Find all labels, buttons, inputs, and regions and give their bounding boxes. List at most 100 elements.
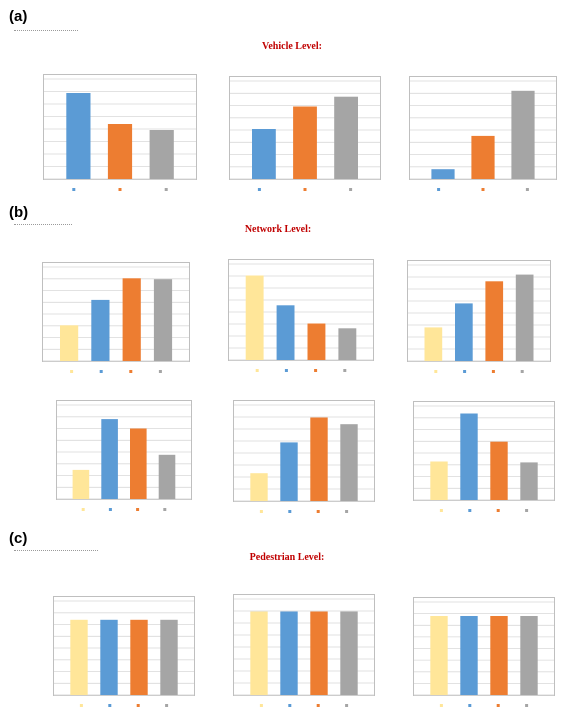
bar-yellow bbox=[430, 616, 448, 695]
legend-marker-blue bbox=[468, 509, 472, 512]
pedestrian-chart-2 bbox=[233, 594, 375, 707]
legend-marker-orange bbox=[496, 509, 500, 512]
bar-gray bbox=[149, 130, 174, 179]
legend-marker-orange bbox=[316, 510, 320, 513]
bar-blue bbox=[101, 419, 118, 499]
legend-marker-orange bbox=[303, 188, 307, 191]
legend-marker-gray bbox=[525, 188, 529, 191]
legend-marker-orange bbox=[136, 508, 140, 511]
legend-marker-yellow bbox=[70, 370, 74, 373]
legend-marker-yellow bbox=[79, 704, 83, 707]
bar-blue bbox=[431, 169, 455, 179]
legend-marker-orange bbox=[481, 188, 485, 191]
legend-marker-orange bbox=[136, 704, 140, 707]
bar-blue bbox=[100, 619, 118, 695]
network-level-title: Network Level: bbox=[244, 224, 312, 235]
legend-marker-blue bbox=[257, 188, 261, 191]
legend-marker-gray bbox=[163, 508, 167, 511]
bar-gray bbox=[334, 96, 358, 179]
legend-marker-blue bbox=[288, 510, 292, 513]
bar-blue bbox=[280, 611, 298, 695]
bar-gray bbox=[511, 90, 535, 179]
bar-gray bbox=[520, 616, 538, 695]
panel-label-b: (b) bbox=[9, 204, 29, 221]
bar-blue bbox=[252, 129, 276, 179]
bar-orange bbox=[490, 441, 508, 500]
network-chart-6 bbox=[413, 401, 555, 512]
legend-marker-yellow bbox=[259, 704, 263, 707]
legend-marker-gray bbox=[165, 704, 169, 707]
legend-marker-blue bbox=[468, 704, 472, 707]
network-chart-3 bbox=[407, 260, 551, 373]
legend-marker-gray bbox=[343, 369, 347, 372]
vehicle-chart-3 bbox=[409, 76, 557, 191]
bar-orange bbox=[293, 106, 317, 179]
legend-marker-gray bbox=[349, 188, 353, 191]
bar-yellow bbox=[245, 275, 264, 360]
legend-marker-orange bbox=[316, 704, 320, 707]
legend-marker-orange bbox=[314, 369, 318, 372]
legend-marker-gray bbox=[164, 188, 168, 191]
legend-marker-blue bbox=[463, 370, 467, 373]
bar-orange bbox=[107, 124, 133, 179]
bar-yellow bbox=[72, 469, 90, 499]
bar-blue bbox=[460, 413, 478, 500]
bar-orange bbox=[122, 278, 141, 361]
legend-marker-blue bbox=[108, 508, 112, 511]
bar-orange bbox=[310, 417, 328, 501]
bar-orange bbox=[485, 281, 504, 361]
bar-blue bbox=[455, 303, 473, 361]
vehicle-chart-2 bbox=[229, 76, 381, 191]
legend-marker-gray bbox=[158, 370, 162, 373]
vehicle-level-title: Vehicle Level: bbox=[262, 41, 322, 52]
bar-blue bbox=[66, 93, 91, 179]
legend-marker-blue bbox=[284, 369, 288, 372]
bar-yellow bbox=[424, 327, 443, 361]
legend-marker-yellow bbox=[81, 508, 85, 511]
legend-marker-gray bbox=[525, 509, 529, 512]
bar-orange bbox=[130, 619, 148, 695]
bar-gray bbox=[338, 328, 357, 360]
bar-orange bbox=[310, 611, 328, 695]
bar-yellow bbox=[250, 473, 268, 501]
bar-orange bbox=[471, 135, 495, 179]
bar-blue bbox=[276, 305, 295, 360]
legend-marker-gray bbox=[345, 510, 349, 513]
bar-gray bbox=[153, 279, 173, 361]
bar-orange bbox=[307, 323, 326, 360]
legend-marker-yellow bbox=[439, 509, 443, 512]
bar-gray bbox=[340, 424, 358, 501]
bar-gray bbox=[340, 611, 358, 695]
bar-gray bbox=[520, 462, 538, 500]
bar-gray bbox=[515, 274, 534, 361]
legend-marker-blue bbox=[288, 704, 292, 707]
bar-yellow bbox=[250, 611, 268, 695]
legend-marker-gray bbox=[525, 704, 529, 707]
bar-blue bbox=[280, 442, 298, 501]
bar-yellow bbox=[430, 461, 448, 500]
network-chart-2 bbox=[228, 259, 374, 372]
network-chart-4 bbox=[56, 400, 192, 511]
bar-yellow bbox=[60, 325, 79, 361]
legend-marker-yellow bbox=[439, 704, 443, 707]
legend-marker-blue bbox=[99, 370, 103, 373]
legend-marker-orange bbox=[496, 704, 500, 707]
legend-marker-blue bbox=[437, 188, 441, 191]
legend-marker-blue bbox=[72, 188, 76, 191]
legend-marker-orange bbox=[118, 188, 122, 191]
pedestrian-chart-1 bbox=[53, 596, 195, 707]
network-chart-5 bbox=[233, 400, 375, 513]
vehicle-chart-1 bbox=[43, 74, 197, 191]
illegible-note-c bbox=[14, 550, 98, 553]
pedestrian-chart-3 bbox=[413, 597, 555, 707]
panel-label-c: (c) bbox=[9, 530, 28, 547]
bar-gray bbox=[160, 619, 178, 695]
illegible-note-b bbox=[14, 224, 72, 227]
legend-marker-orange bbox=[129, 370, 133, 373]
panel-label-a: (a) bbox=[9, 8, 28, 25]
bar-blue bbox=[460, 616, 478, 695]
legend-marker-yellow bbox=[259, 510, 263, 513]
pedestrian-level-title: Pedestrian Level: bbox=[249, 552, 325, 563]
legend-marker-yellow bbox=[434, 370, 438, 373]
legend-marker-gray bbox=[345, 704, 349, 707]
